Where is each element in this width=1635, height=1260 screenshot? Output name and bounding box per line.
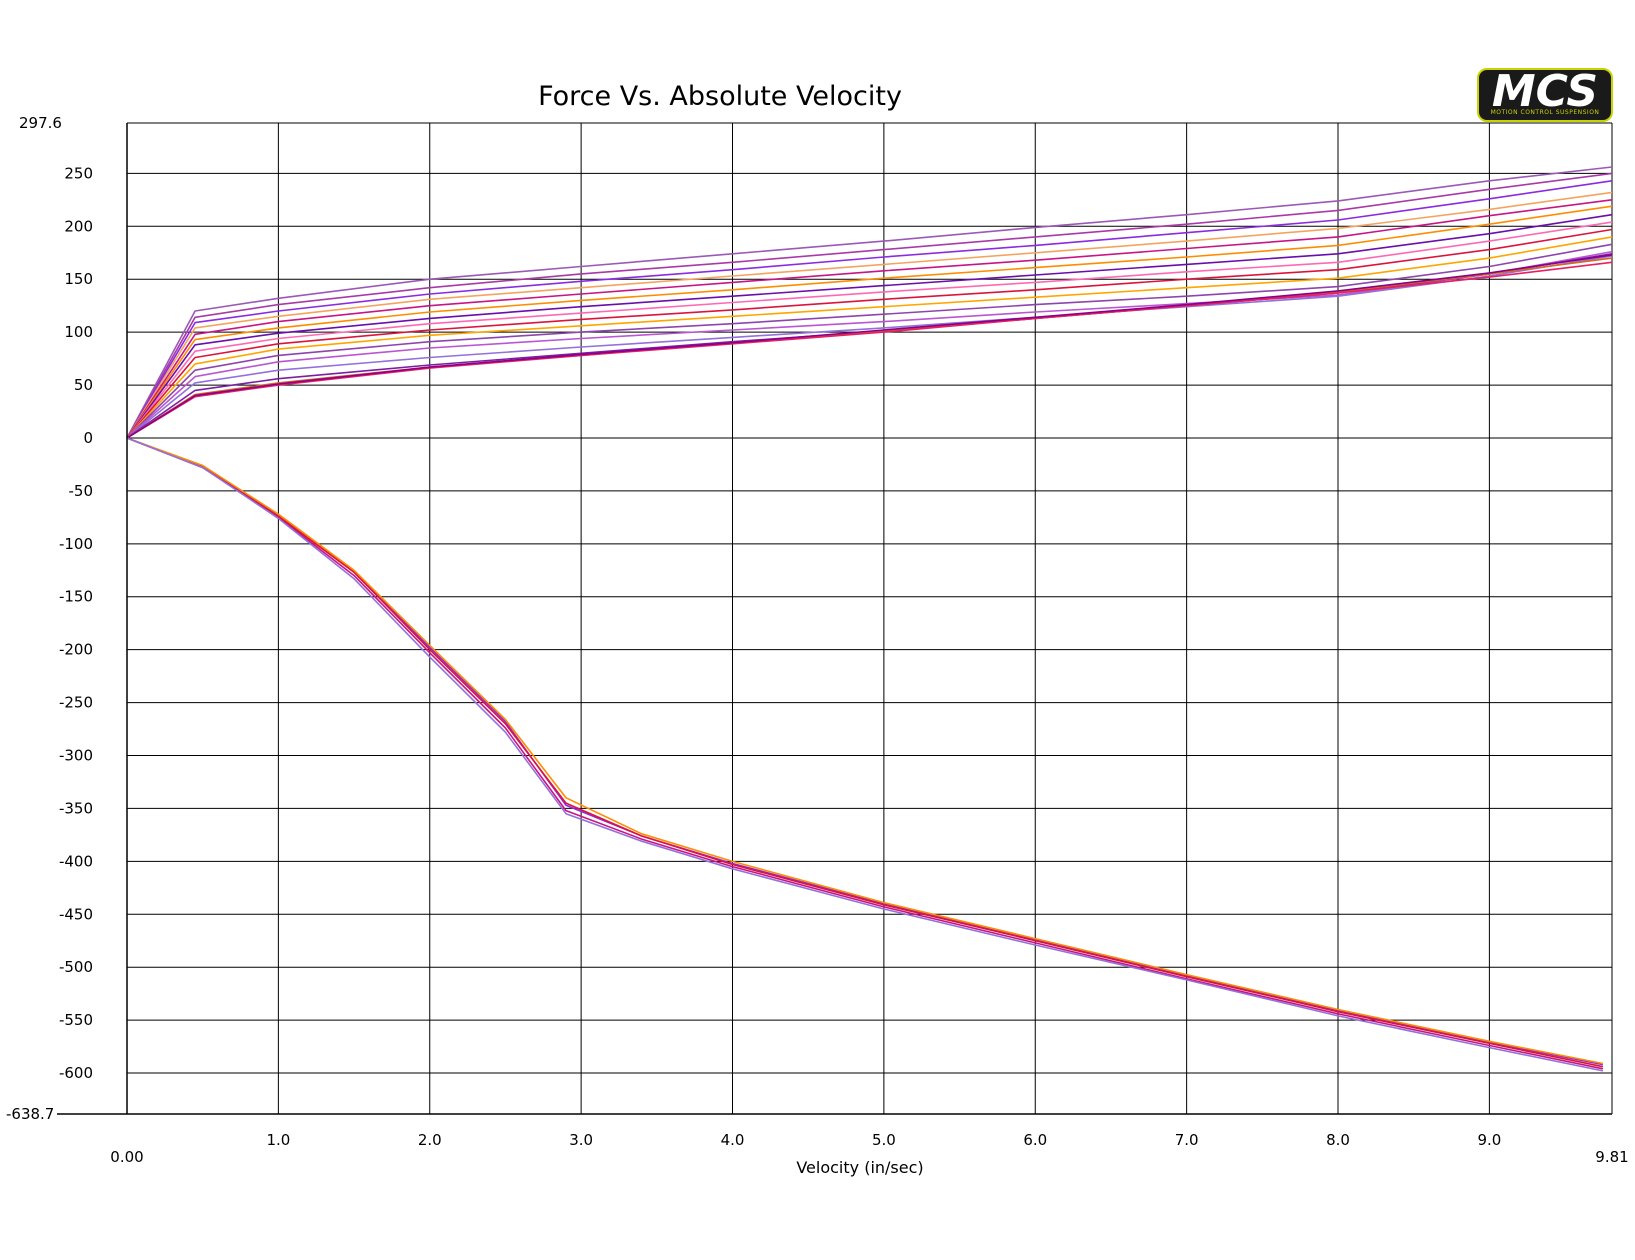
series-line-17 bbox=[126, 254, 1613, 439]
series-line-10 bbox=[126, 236, 1613, 439]
logo-badge bbox=[1477, 68, 1613, 122]
axes bbox=[57, 123, 1612, 1115]
y-tick-label: -450 bbox=[59, 905, 93, 923]
y-tick-label: 100 bbox=[64, 323, 93, 341]
mcs-logo: MCS MOTION CONTROL SUSPENSION bbox=[1477, 66, 1613, 122]
series-line-8 bbox=[126, 221, 1613, 439]
y-tick-label: 250 bbox=[64, 164, 93, 182]
x-tick-label: 0.00 bbox=[110, 1148, 143, 1166]
series-line-11 bbox=[126, 243, 1613, 439]
y-tick-label: -300 bbox=[59, 747, 93, 765]
y-tick-label: -500 bbox=[59, 958, 93, 976]
x-tick-labels: 0.00 1.0 2.0 3.0 4.0 5.0 6.0 7.0 8.0 9.0 9.81 bbox=[110, 1131, 1628, 1166]
series-line-16 bbox=[126, 261, 1613, 439]
y-tick-label: 297.6 bbox=[19, 114, 62, 132]
grid bbox=[126, 122, 1613, 1114]
x-axis-label: Velocity (in/sec) bbox=[796, 1158, 923, 1177]
series-line-5 bbox=[126, 199, 1613, 439]
x-tick-label: 8.0 bbox=[1326, 1131, 1350, 1149]
series-line-6 bbox=[126, 205, 1613, 439]
y-tick-label: -150 bbox=[59, 588, 93, 606]
x-tick-label: 9.81 bbox=[1595, 1148, 1628, 1166]
series-line-20 bbox=[126, 437, 1604, 1068]
series-line-1 bbox=[126, 166, 1613, 439]
y-tick-label: 50 bbox=[74, 376, 93, 394]
x-tick-label: 4.0 bbox=[721, 1131, 745, 1149]
x-tick-label: 1.0 bbox=[266, 1131, 290, 1149]
series-line-2 bbox=[126, 172, 1613, 439]
series-line-12 bbox=[126, 250, 1613, 439]
x-tick-label: 2.0 bbox=[418, 1131, 442, 1149]
y-tick-label: 200 bbox=[64, 217, 93, 235]
x-tick-label: 6.0 bbox=[1023, 1131, 1047, 1149]
series-line-7 bbox=[126, 213, 1613, 439]
y-tick-label: -200 bbox=[59, 641, 93, 659]
x-tick-label: 3.0 bbox=[569, 1131, 593, 1149]
y-tick-label: -50 bbox=[69, 482, 94, 500]
y-tick-labels: 297.6 250 200 150 100 50 0 -50 -100 -150 -200 -250 -… bbox=[6, 114, 93, 1123]
series-line-22 bbox=[126, 437, 1604, 1072]
y-tick-label: -250 bbox=[59, 694, 93, 712]
y-tick-label: 150 bbox=[64, 270, 93, 288]
y-tick-label: -638.7 bbox=[6, 1105, 54, 1123]
chart-title: Force Vs. Absolute Velocity bbox=[538, 81, 902, 112]
logo-subtext: MOTION CONTROL SUSPENSION bbox=[1491, 109, 1600, 116]
logo-text: MCS bbox=[1492, 66, 1598, 117]
y-tick-label: -400 bbox=[59, 852, 93, 870]
x-tick-label: 9.0 bbox=[1477, 1131, 1501, 1149]
series-group bbox=[126, 166, 1613, 1072]
x-tick-label: 5.0 bbox=[872, 1131, 896, 1149]
series-line-3 bbox=[126, 180, 1613, 439]
series-line-19 bbox=[126, 437, 1604, 1070]
series-line-21 bbox=[126, 437, 1604, 1065]
y-tick-label: -550 bbox=[59, 1011, 93, 1029]
series-line-4 bbox=[126, 191, 1613, 439]
y-tick-label: -100 bbox=[59, 535, 93, 553]
x-tick-label: 7.0 bbox=[1175, 1131, 1199, 1149]
y-tick-label: -600 bbox=[59, 1064, 93, 1082]
y-tick-label: 0 bbox=[83, 429, 93, 447]
series-line-13 bbox=[126, 255, 1613, 439]
y-tick-label: -350 bbox=[59, 799, 93, 817]
series-line-9 bbox=[126, 228, 1613, 439]
